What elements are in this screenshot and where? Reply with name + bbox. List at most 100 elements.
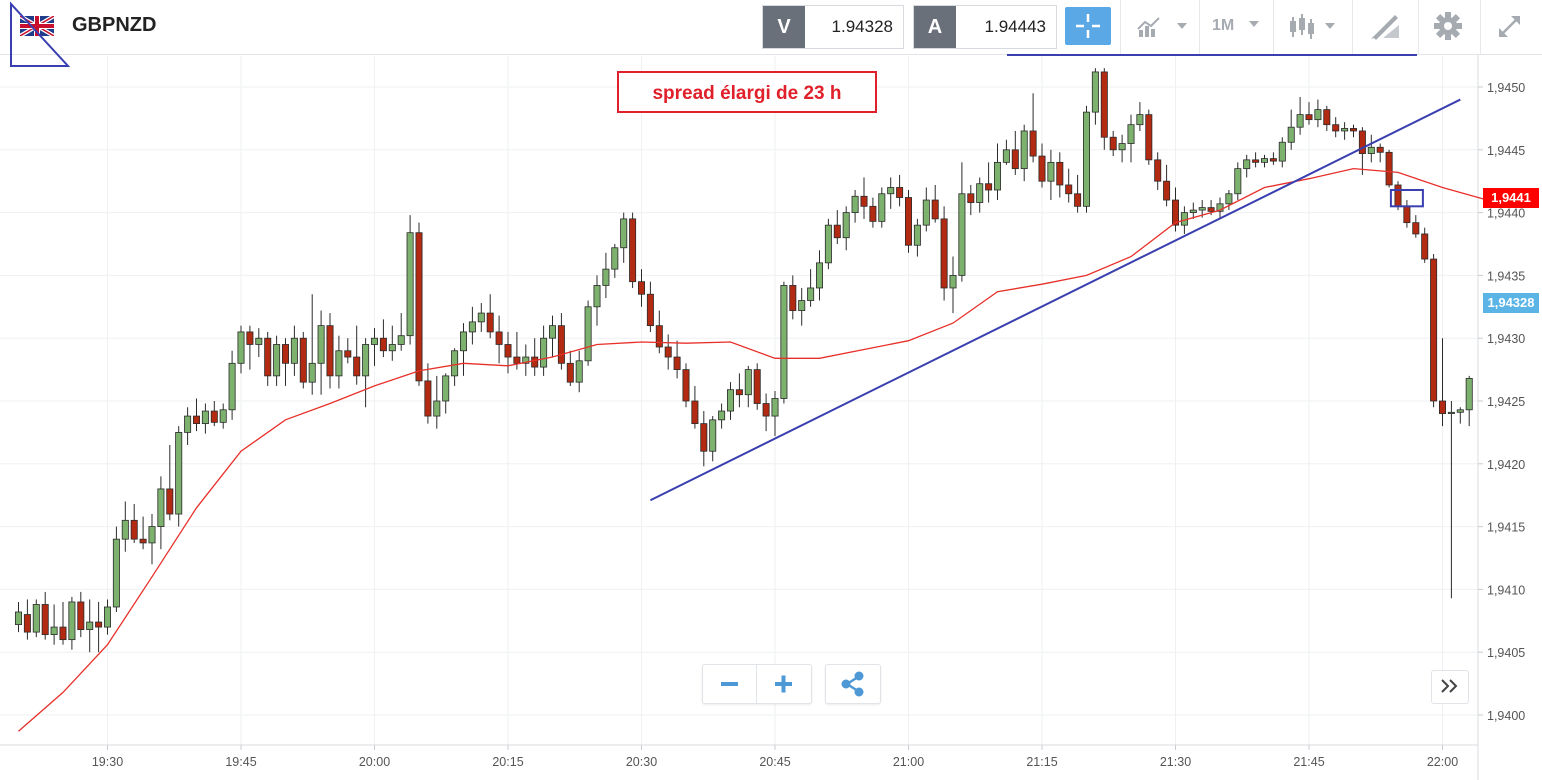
candle-body xyxy=(1109,136,1117,151)
bearish-candle xyxy=(139,516,147,550)
candle-body xyxy=(1145,114,1153,161)
candle-body xyxy=(655,325,663,348)
candle-body xyxy=(184,415,192,433)
candle-body xyxy=(807,287,815,301)
candle-body xyxy=(130,519,138,540)
candle-body xyxy=(913,224,921,246)
current-price-tag: 1,94328 xyxy=(1483,293,1539,313)
bullish-candle xyxy=(1047,149,1055,201)
bearish-candle xyxy=(166,444,174,521)
chart-type-button[interactable] xyxy=(1285,7,1345,45)
fullscreen-icon xyxy=(1499,16,1520,37)
candle-body xyxy=(1198,207,1206,211)
candle-body xyxy=(593,285,601,308)
bullish-candle xyxy=(451,348,459,386)
candle-body xyxy=(851,195,859,214)
bullish-candle xyxy=(468,306,476,345)
candle-body xyxy=(1376,146,1384,153)
bullish-candle xyxy=(994,143,1002,201)
candle-body xyxy=(362,344,370,377)
bearish-candle xyxy=(1038,143,1046,188)
drawing-tools-button[interactable] xyxy=(1365,7,1405,45)
crosshair-button[interactable] xyxy=(1065,7,1111,45)
candle-body xyxy=(1403,205,1411,224)
candle-body xyxy=(415,232,423,382)
bullish-candle xyxy=(824,218,832,270)
candle-body xyxy=(566,362,574,383)
bearish-candle xyxy=(940,206,948,301)
drawing-overlays[interactable] xyxy=(649,98,1461,502)
bearish-candle xyxy=(833,210,841,244)
buy-button[interactable]: A 1.94443 xyxy=(913,5,1057,49)
bearish-candle xyxy=(246,325,254,370)
bearish-candle xyxy=(130,503,138,543)
bullish-candle xyxy=(157,476,165,550)
bearish-candle xyxy=(682,363,690,408)
candle-body xyxy=(468,321,476,333)
candle-body xyxy=(1456,409,1464,413)
bearish-candle xyxy=(1145,109,1153,165)
candle-body xyxy=(1074,193,1082,207)
candle-body xyxy=(1065,184,1073,195)
candle-body xyxy=(1296,114,1304,128)
instrument-symbol[interactable]: GBPNZD xyxy=(72,14,157,36)
bullish-candle xyxy=(68,596,76,650)
candle-body xyxy=(59,626,67,641)
candle-body xyxy=(976,183,984,203)
bullish-candle xyxy=(290,325,298,376)
sell-button[interactable]: V 1.94328 xyxy=(762,5,904,49)
zoom-out-button[interactable] xyxy=(703,665,756,703)
zoom-in-button[interactable] xyxy=(757,665,810,703)
candle-body xyxy=(1172,199,1180,226)
time-tick-label: 21:00 xyxy=(893,755,924,769)
scroll-to-latest-button[interactable] xyxy=(1431,670,1469,704)
candle-body xyxy=(1002,149,1010,163)
bearish-candle xyxy=(762,393,770,432)
bearish-candle xyxy=(1323,105,1331,131)
candle-body xyxy=(1447,411,1455,414)
price-axis: 1,9400 1,9405 1,9410 1,9415 1,9420 1,9425 1,94… xyxy=(1478,81,1525,723)
bearish-candle xyxy=(299,331,307,389)
bullish-candle xyxy=(584,300,592,366)
crosshair-icon xyxy=(1076,14,1100,38)
candle-body xyxy=(86,621,94,630)
bearish-candle xyxy=(1252,152,1260,168)
candle-body xyxy=(264,337,272,377)
bullish-candle xyxy=(1314,99,1322,128)
fullscreen-button[interactable] xyxy=(1490,7,1530,45)
bullish-candle xyxy=(50,604,58,645)
highlight-marker xyxy=(1389,188,1424,208)
settings-button[interactable] xyxy=(1428,7,1468,45)
bullish-candle xyxy=(1261,154,1269,168)
bearish-candle xyxy=(700,411,708,467)
candle-body xyxy=(77,601,85,630)
bearish-candle xyxy=(1029,93,1037,163)
candle-body xyxy=(1234,168,1242,195)
candle-body xyxy=(1332,124,1340,132)
candle-body xyxy=(575,360,583,383)
bullish-candle xyxy=(540,325,548,376)
bearish-candle xyxy=(353,325,361,385)
bearish-candle xyxy=(1412,215,1420,238)
bearish-candle xyxy=(1421,227,1429,263)
candle-body xyxy=(397,335,405,345)
bearish-candle xyxy=(1074,174,1082,213)
candle-body xyxy=(611,247,619,270)
indicators-button[interactable] xyxy=(1133,7,1193,45)
bearish-candle xyxy=(789,275,797,320)
candle-body xyxy=(1216,203,1224,212)
bullish-candle xyxy=(104,599,112,635)
toolbar-separator xyxy=(1352,0,1353,54)
price-tick-label: 1,9405 xyxy=(1487,646,1525,660)
share-button[interactable] xyxy=(825,664,881,704)
candle-body xyxy=(504,344,512,358)
bullish-candle xyxy=(1465,375,1473,427)
candle-body xyxy=(1243,159,1251,170)
bearish-candle xyxy=(860,177,868,219)
bearish-candle xyxy=(424,363,432,424)
candle-body xyxy=(531,356,539,368)
candle-body xyxy=(780,285,788,399)
candle-body xyxy=(1011,149,1019,170)
timeframe-button[interactable]: 1M xyxy=(1212,7,1264,45)
